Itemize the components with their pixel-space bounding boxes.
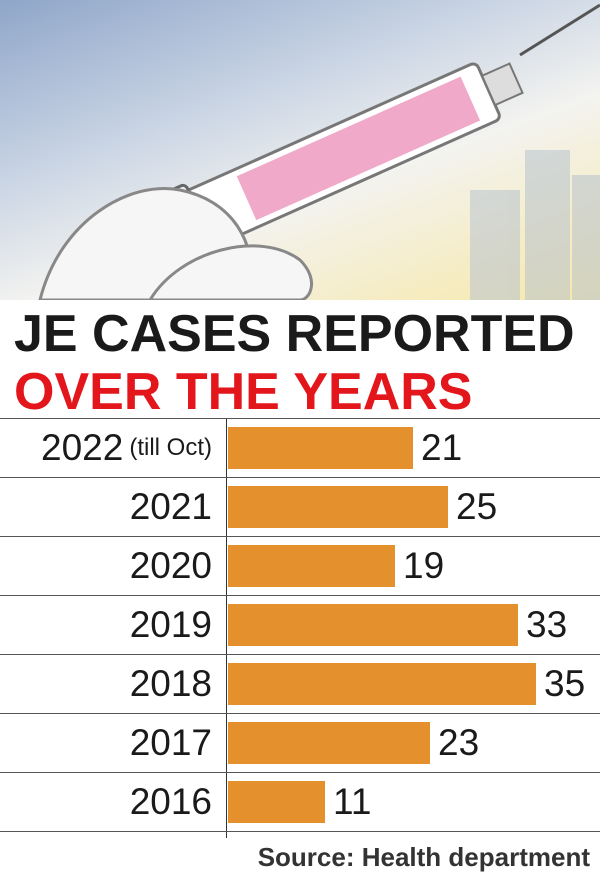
category-label: 2018	[130, 654, 212, 713]
bar	[228, 604, 518, 646]
bar-value-label: 25	[456, 486, 498, 527]
category-year: 2020	[129, 544, 212, 586]
row-divider	[0, 831, 600, 832]
row-divider	[0, 595, 600, 596]
bar	[228, 781, 325, 823]
row-divider	[0, 477, 600, 478]
bar-value-label: 23	[438, 722, 480, 763]
category-year: 2018	[129, 662, 212, 704]
bar	[228, 486, 448, 528]
category-year: 2016	[129, 780, 212, 822]
category-label: 2019	[130, 595, 212, 654]
row-divider	[0, 772, 600, 773]
category-year: 2022	[41, 426, 124, 468]
source-note: Source: Health department	[257, 842, 590, 872]
row-divider	[0, 536, 600, 537]
syringe-illustration	[0, 0, 600, 302]
category-label: 2022 (till Oct)	[41, 418, 212, 477]
bar-value-label: 33	[526, 604, 568, 645]
bar-value-label: 19	[403, 545, 445, 586]
category-axis-line	[226, 418, 227, 838]
category-note: (till Oct)	[129, 433, 212, 461]
row-divider	[0, 654, 600, 655]
category-label: 2021	[130, 477, 212, 536]
bar	[228, 427, 413, 469]
bar	[228, 722, 430, 764]
chart-title: JE CASES REPORTED OVER THE YEARS	[14, 308, 575, 418]
category-label: 2017	[130, 713, 212, 772]
bar-value-label: 11	[333, 781, 372, 822]
row-divider	[0, 713, 600, 714]
title-line-2: OVER THE YEARS	[14, 363, 473, 421]
row-divider	[0, 418, 600, 419]
category-label: 2016	[130, 772, 212, 831]
title-line-1: JE CASES REPORTED	[14, 305, 575, 363]
category-label: 2020	[130, 536, 212, 595]
bar	[228, 663, 536, 705]
category-year: 2019	[129, 603, 212, 645]
bar-value-label: 35	[544, 663, 586, 704]
bar-chart: 2022 (till Oct) 21 2021 25 2020 19 2019 33 2018 35…	[0, 418, 600, 838]
bar	[228, 545, 395, 587]
category-year: 2017	[129, 721, 212, 763]
bar-value-label: 21	[421, 427, 463, 468]
category-year: 2021	[129, 485, 212, 527]
